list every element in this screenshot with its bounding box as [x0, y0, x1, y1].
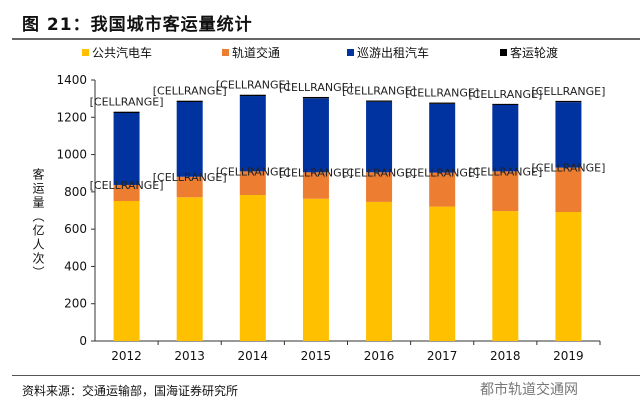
bar-segment-1: [302, 172, 329, 199]
data-label-rail: [CELLRANGE]: [468, 165, 542, 178]
x-tick-label: 2016: [364, 349, 395, 363]
y-tick-label: 200: [64, 297, 87, 311]
y-tick-label: 1000: [56, 148, 87, 162]
data-label-rail: [CELLRANGE]: [342, 166, 416, 179]
x-tick-label: 2012: [111, 349, 142, 363]
bar-segment-3: [555, 100, 582, 103]
bar-segment-0: [555, 211, 582, 341]
data-label-total: [CELLRANGE]: [90, 96, 164, 109]
source-note: 资料来源：交通运输部，国海证券研究所: [22, 384, 239, 398]
bar-segment-1: [239, 171, 266, 196]
bar-segment-2: [113, 112, 140, 185]
bar-segment-3: [302, 96, 329, 99]
bar-segment-1: [429, 172, 456, 207]
bar-segment-0: [302, 198, 329, 341]
data-label-total: [CELLRANGE]: [342, 85, 416, 98]
bar-segment-0: [239, 195, 266, 341]
x-tick-label: 2018: [490, 349, 521, 363]
y-tick-label: 800: [64, 185, 87, 199]
bar-segment-3: [492, 103, 519, 105]
bar-segment-2: [239, 96, 266, 172]
bar-segment-0: [366, 201, 393, 341]
bar-segment-1: [492, 171, 519, 212]
y-tick-label: 400: [64, 259, 87, 273]
legend-swatch: [82, 49, 89, 56]
bar-segment-2: [555, 102, 582, 168]
bar-segment-1: [366, 172, 393, 202]
legend-item-ferry: 客运轮渡: [500, 44, 558, 61]
y-axis-label: 客运量（亿人次）: [31, 168, 45, 280]
legend-swatch: [347, 49, 354, 56]
bar-segment-3: [113, 111, 140, 113]
legend-label: 巡游出租汽车: [357, 46, 430, 60]
bar-segment-2: [176, 101, 203, 177]
data-label-rail: [CELLRANGE]: [216, 165, 290, 178]
x-tick-label: 2013: [174, 349, 205, 363]
legend-item-taxi: 巡游出租汽车: [347, 44, 429, 61]
data-label-rail: [CELLRANGE]: [153, 171, 227, 184]
legend-label: 客运轮渡: [510, 46, 559, 60]
x-tick-label: 2015: [301, 349, 332, 363]
bar-segment-2: [302, 98, 329, 173]
bar-segment-0: [492, 211, 519, 341]
y-tick-label: 0: [79, 334, 87, 348]
legend-item-bus: 公共汽电车: [82, 44, 152, 61]
bar-segment-2: [492, 104, 519, 172]
data-label-total: [CELLRANGE]: [468, 88, 542, 101]
x-tick-label: 2014: [238, 349, 269, 363]
legend-swatch: [500, 49, 507, 56]
data-label-total: [CELLRANGE]: [153, 85, 227, 98]
legend-item-rail: 轨道交通: [222, 44, 280, 61]
data-label-rail: [CELLRANGE]: [405, 167, 479, 180]
y-tick-label: 600: [64, 222, 87, 236]
bar-segment-2: [366, 101, 393, 173]
legend-label: 公共汽电车: [92, 46, 153, 60]
bar-segment-3: [429, 102, 456, 104]
bar-segment-1: [113, 184, 140, 201]
legend-label: 轨道交通: [232, 46, 281, 60]
bar-segment-3: [239, 94, 266, 97]
bar-segment-3: [366, 100, 393, 102]
bar-segment-2: [429, 103, 456, 173]
data-label-rail: [CELLRANGE]: [279, 166, 353, 179]
legend-swatch: [222, 49, 229, 56]
bar-segment-0: [176, 197, 203, 341]
bar-segment-1: [176, 176, 203, 198]
bar-segment-3: [176, 100, 203, 102]
bar-segment-0: [113, 200, 140, 341]
title-divider: [12, 38, 640, 40]
data-label-total: [CELLRANGE]: [216, 79, 290, 92]
watermark: 都市轨道交通网: [480, 382, 578, 398]
data-label-total: [CELLRANGE]: [279, 81, 353, 94]
x-tick-label: 2019: [553, 349, 584, 363]
footer-divider: [12, 375, 640, 376]
bar-segment-1: [555, 167, 582, 212]
data-label-rail: [CELLRANGE]: [90, 179, 164, 192]
data-label-rail: [CELLRANGE]: [531, 162, 605, 175]
y-tick-label: 1400: [56, 73, 87, 87]
data-label-total: [CELLRANGE]: [531, 85, 605, 98]
data-label-total: [CELLRANGE]: [405, 87, 479, 100]
y-tick-label: 1200: [56, 110, 87, 124]
bar-segment-0: [429, 206, 456, 341]
x-tick-label: 2017: [427, 349, 458, 363]
figure-title: 图 21：我国城市客运量统计: [22, 15, 253, 35]
